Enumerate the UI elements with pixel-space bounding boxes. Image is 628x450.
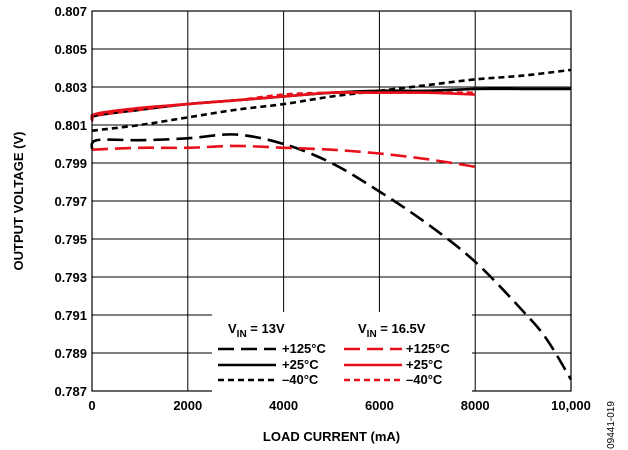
y-tick-label: 0.793: [54, 270, 87, 285]
x-tick-label: 4000: [269, 398, 298, 413]
legend-background: [212, 312, 472, 392]
series-line-5: [90, 91, 476, 123]
x-tick-label: 6000: [365, 398, 394, 413]
series-line-3: [91, 144, 476, 169]
legend-header: VIN = 13V: [228, 321, 285, 340]
legend-entry-label: +125°C: [282, 341, 326, 356]
legend-entry-label: +25°C: [282, 357, 319, 372]
y-tick-label: 0.801: [54, 118, 87, 133]
series-line-0: [90, 133, 573, 381]
legend-entry-label: –40°C: [406, 372, 443, 387]
tick-labels: 0 2000 4000 6000 8000 10,000 0.787 0.789 0.791 0.…: [54, 4, 590, 413]
x-tick-label: 8000: [461, 398, 490, 413]
x-tick-label: 10,000: [551, 398, 591, 413]
y-axis-title: OUTPUT VOLTAGE (V): [11, 132, 26, 271]
figure-code: 09441-019: [606, 401, 617, 449]
y-tick-label: 0.799: [54, 156, 87, 171]
plot-series: [90, 68, 573, 381]
y-tick-label: 0.805: [54, 42, 87, 57]
x-tick-label: 2000: [173, 398, 202, 413]
y-tick-label: 0.791: [54, 308, 87, 323]
y-tick-label: 0.797: [54, 194, 87, 209]
y-tick-label: 0.787: [54, 384, 87, 399]
legend-entry-label: –40°C: [282, 372, 319, 387]
series-line-2: [91, 68, 572, 132]
y-tick-label: 0.803: [54, 80, 87, 95]
x-axis-title: LOAD CURRENT (mA): [263, 429, 400, 444]
legend-header: VIN = 16.5V: [358, 321, 426, 340]
y-tick-label: 0.789: [54, 346, 87, 361]
legend-entry-label: +25°C: [406, 357, 443, 372]
legend-entry-label: +125°C: [406, 341, 450, 356]
x-tick-label: 0: [88, 398, 95, 413]
y-tick-label: 0.807: [54, 4, 87, 19]
y-tick-label: 0.795: [54, 232, 87, 247]
